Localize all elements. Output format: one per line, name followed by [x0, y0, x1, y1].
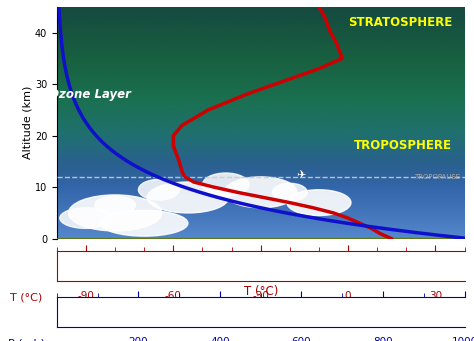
- Text: 0: 0: [345, 291, 351, 300]
- Ellipse shape: [202, 173, 249, 196]
- Text: TROPOPAUSE: TROPOPAUSE: [414, 174, 460, 180]
- Bar: [57, 238, 465, 254]
- Text: P (mb): P (mb): [8, 338, 45, 341]
- Ellipse shape: [147, 182, 228, 213]
- Text: -90: -90: [78, 291, 94, 300]
- Text: 200: 200: [128, 337, 148, 341]
- Ellipse shape: [95, 196, 136, 214]
- Text: 600: 600: [292, 337, 311, 341]
- Text: -30: -30: [252, 291, 269, 300]
- Ellipse shape: [100, 210, 188, 236]
- Text: ✈: ✈: [297, 170, 306, 180]
- Text: 30: 30: [429, 291, 442, 300]
- Ellipse shape: [287, 190, 351, 216]
- Text: STRATOSPHERE: STRATOSPHERE: [348, 16, 452, 29]
- Text: Ozone Layer: Ozone Layer: [49, 88, 131, 101]
- Text: T (°C): T (°C): [10, 292, 42, 302]
- Ellipse shape: [69, 195, 162, 231]
- Ellipse shape: [60, 208, 112, 228]
- Text: 800: 800: [373, 337, 393, 341]
- Y-axis label: Altitude (km): Altitude (km): [22, 86, 32, 160]
- Text: -60: -60: [165, 291, 182, 300]
- Text: TROPOSPHERE: TROPOSPHERE: [354, 139, 452, 152]
- Text: 1000: 1000: [451, 337, 474, 341]
- Text: 400: 400: [210, 337, 230, 341]
- Ellipse shape: [273, 183, 307, 201]
- Ellipse shape: [138, 179, 179, 200]
- Ellipse shape: [224, 177, 297, 208]
- X-axis label: T (°C): T (°C): [244, 285, 278, 298]
